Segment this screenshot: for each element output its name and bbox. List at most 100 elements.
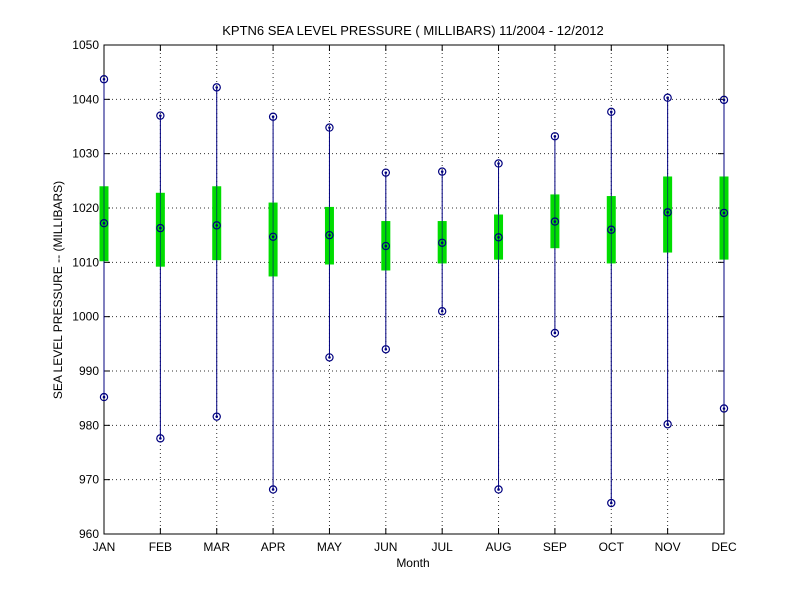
mean-marker [494,233,503,242]
month-box-group [212,83,222,421]
max-marker [212,83,221,92]
max-marker-dot [440,170,444,173]
min-marker-dot [102,395,106,399]
max-marker-dot [553,134,557,138]
min-marker [156,434,165,443]
mean-marker [663,208,672,217]
x-tick-label: APR [261,540,286,554]
min-marker [268,485,278,494]
mean-marker-dot [609,228,613,232]
y-tick-label: 1040 [72,92,99,106]
y-tick-label: 960 [79,527,99,541]
month-box-group [663,93,673,429]
mean-marker [381,241,391,251]
mean-marker [212,221,221,230]
x-tick-label: FEB [149,540,172,554]
max-marker [268,112,278,121]
min-marker [494,485,503,494]
y-tick-label: 1020 [72,201,99,215]
month-box-group [494,159,504,494]
min-marker-dot [271,488,275,491]
max-marker-dot [215,86,219,89]
min-marker [99,392,109,402]
max-marker-dot [328,126,331,129]
x-tick-label: MAR [203,540,230,554]
mean-marker [325,230,334,240]
x-tick-label: JAN [93,540,116,554]
mean-marker-dot [159,226,162,230]
min-marker [381,345,391,354]
mean-marker-dot [553,220,557,223]
max-marker-dot [159,114,162,117]
max-marker [156,111,165,120]
mean-marker [437,238,447,247]
month-box-group [155,111,165,443]
min-marker-dot [497,488,500,491]
mean-marker [99,219,109,228]
mean-marker-dot [497,236,500,239]
y-tick-label: 1010 [72,255,99,269]
mean-marker-dot [328,233,331,237]
mean-marker-dot [666,211,669,214]
x-axis-label: Month [396,556,429,570]
x-tick-label: NOV [655,540,681,554]
mean-marker [550,217,560,226]
max-marker [325,123,334,132]
x-tick-label: JUL [432,540,454,554]
month-box-group [99,75,109,402]
min-marker-dot [553,331,557,335]
x-tick-label: DEC [711,540,737,554]
max-marker-dot [271,115,275,119]
month-box-group [437,167,447,316]
max-marker [607,107,616,117]
month-box-group [381,168,391,354]
max-marker [494,159,503,168]
min-marker [550,328,560,338]
min-marker-dot [159,437,162,440]
month-box-group [719,95,729,413]
min-marker [212,412,221,421]
x-tick-label: JUN [374,540,397,554]
max-marker-dot [102,77,106,81]
max-marker [381,168,391,177]
min-marker [663,420,672,429]
x-tick-label: SEP [543,540,567,554]
chart-title: KPTN6 SEA LEVEL PRESSURE ( MILLIBARS) 11… [222,23,604,38]
mean-marker-dot [102,221,106,225]
max-marker-dot [666,96,669,100]
mean-marker [719,208,729,218]
x-tick-label: AUG [486,540,512,554]
min-marker-dot [384,347,388,351]
month-box-group [324,123,334,362]
max-marker-dot [497,162,500,165]
min-marker-dot [609,501,613,505]
min-marker-dot [440,309,444,313]
x-tick-label: MAY [317,540,342,554]
month-box-group [268,112,278,494]
min-marker [719,404,729,413]
box-plot-series [99,75,729,508]
y-axis-ticks: 960 970 980 990 1000 1010 1020 1030 1040 1050 [72,38,724,541]
mean-marker [268,232,278,241]
y-axis-label: SEA LEVEL PRESSURE -- (MILLIBARS) [51,181,65,399]
y-tick-label: 980 [79,418,99,432]
min-marker-dot [215,415,219,418]
max-marker-dot [609,110,613,114]
max-marker [99,75,109,84]
y-tick-label: 1000 [72,310,99,324]
mean-marker [607,225,616,234]
x-tick-label: OCT [599,540,625,554]
mean-marker-dot [722,211,726,215]
mean-marker [156,223,165,233]
mean-marker-dot [271,235,275,239]
month-box-group [550,132,560,338]
mean-marker-dot [215,224,219,227]
max-marker [550,132,560,141]
max-marker [663,93,672,102]
max-marker-dot [722,98,726,102]
min-marker [607,498,616,508]
y-tick-label: 1030 [72,147,99,161]
max-marker [719,95,729,105]
